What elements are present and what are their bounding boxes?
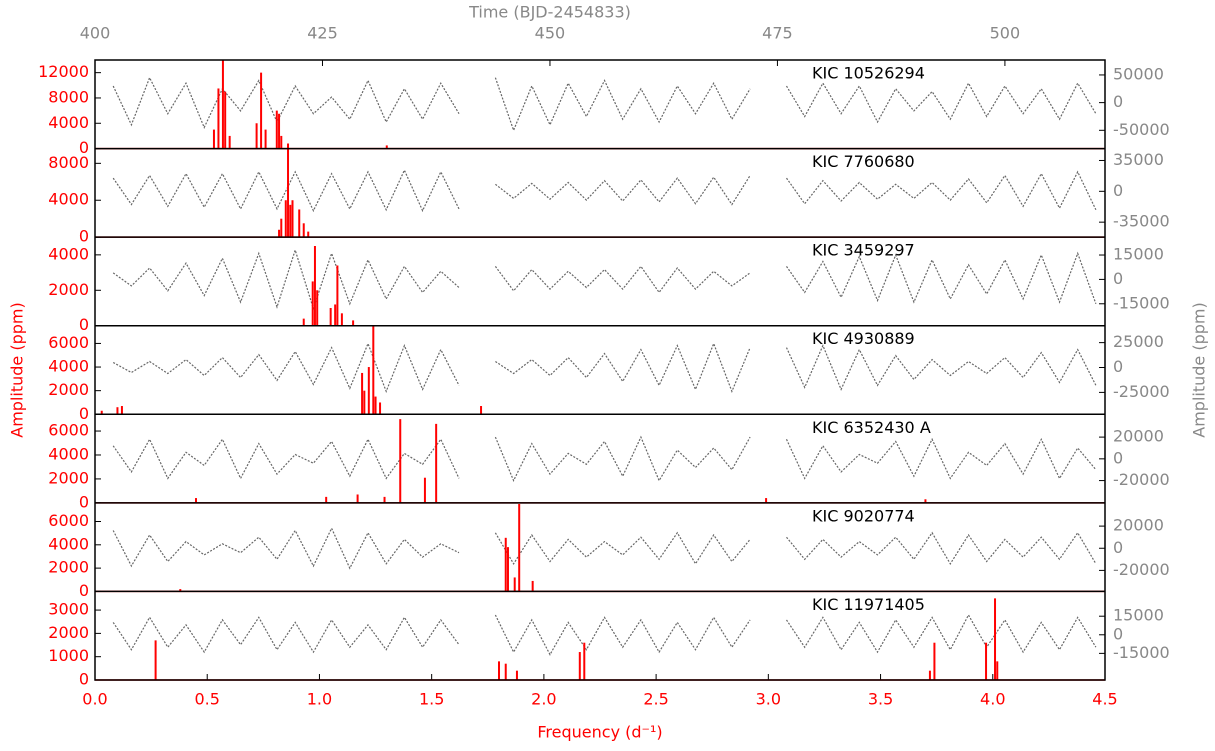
panel-label: KIC 3459297 <box>812 241 915 260</box>
x2-tick-label: 400 <box>80 24 111 43</box>
y-tick-label: 8000 <box>48 87 89 106</box>
y-tick-label: 6000 <box>48 333 89 352</box>
y-tick-label: 4000 <box>48 444 89 463</box>
y2-tick-label: -20000 <box>1113 470 1170 489</box>
x-axis-title: Frequency (d⁻¹) <box>537 723 662 742</box>
y-tick-label: 2000 <box>48 623 89 642</box>
y-tick-label: 0 <box>79 404 89 423</box>
x-tick-label: 0.5 <box>194 690 219 709</box>
x2-tick-label: 500 <box>990 24 1021 43</box>
y-tick-label: 0 <box>79 670 89 689</box>
y-axis-title: Amplitude (ppm) <box>8 302 27 437</box>
light-curve <box>112 76 1097 132</box>
light-curve <box>112 613 1097 656</box>
x-tick-label: 4.5 <box>1092 690 1117 709</box>
panel-label: KIC 4930889 <box>812 329 915 348</box>
y-tick-label: 0 <box>79 492 89 511</box>
y-tick-label: 4000 <box>48 244 89 263</box>
y2-tick-label: -50000 <box>1113 120 1170 139</box>
y-tick-label: 0 <box>79 227 89 246</box>
x-tick-label: 3.5 <box>868 690 893 709</box>
x-tick-label: 4.0 <box>980 690 1005 709</box>
y2-tick-label: -15000 <box>1113 293 1170 312</box>
x2-axis-title: Time (BJD-2454833) <box>468 3 631 22</box>
y2-tick-label: 0 <box>1113 357 1123 376</box>
y2-tick-label: 50000 <box>1113 64 1164 83</box>
x-tick-label: 2.0 <box>531 690 556 709</box>
y-tick-label: 4000 <box>48 190 89 209</box>
x-tick-label: 1.5 <box>419 690 444 709</box>
x-tick-label: 2.5 <box>643 690 668 709</box>
x2-tick-label: 425 <box>307 24 338 43</box>
x2-tick-label: 475 <box>762 24 793 43</box>
y2-axis-title: Amplitude (ppm) <box>1190 302 1209 437</box>
y-tick-label: 2000 <box>48 468 89 487</box>
y-tick-label: 4000 <box>48 534 89 553</box>
plot-frame <box>94 59 1106 681</box>
light-curve <box>112 248 1097 311</box>
y-tick-label: 0 <box>79 315 89 334</box>
panel-label: KIC 7760680 <box>812 152 915 171</box>
y-tick-label: 2000 <box>48 558 89 577</box>
light-curve <box>112 526 1097 570</box>
y2-tick-label: -35000 <box>1113 212 1170 231</box>
y-tick-label: 6000 <box>48 511 89 530</box>
y2-tick-label: 15000 <box>1113 245 1164 264</box>
y-tick-label: 2000 <box>48 280 89 299</box>
y-tick-label: 8000 <box>48 153 89 172</box>
y2-tick-label: 0 <box>1113 448 1123 467</box>
y-tick-label: 1000 <box>48 646 89 665</box>
panel-label: KIC 9020774 <box>812 506 915 525</box>
y-tick-label: 12000 <box>38 62 89 81</box>
panel-label: KIC 6352430 A <box>812 418 931 437</box>
y2-tick-label: 0 <box>1113 269 1123 288</box>
x-tick-label: 3.0 <box>756 690 781 709</box>
y2-tick-label: 20000 <box>1113 516 1164 535</box>
y-tick-label: 0 <box>79 138 89 157</box>
light-curve <box>112 341 1097 394</box>
y2-tick-label: 0 <box>1113 92 1123 111</box>
y2-tick-label: 20000 <box>1113 427 1164 446</box>
y-tick-label: 4000 <box>48 357 89 376</box>
y-tick-label: 3000 <box>48 600 89 619</box>
panel-label: KIC 11971405 <box>812 595 925 614</box>
x-tick-label: 1.0 <box>307 690 332 709</box>
panel-label: KIC 10526294 <box>812 64 925 83</box>
y2-tick-label: -20000 <box>1113 560 1170 579</box>
y2-tick-label: 0 <box>1113 624 1123 643</box>
y-tick-label: 4000 <box>48 113 89 132</box>
y2-tick-label: 0 <box>1113 181 1123 200</box>
light-curve <box>112 168 1097 213</box>
y2-tick-label: -25000 <box>1113 382 1170 401</box>
y2-tick-label: 0 <box>1113 538 1123 557</box>
x2-tick-label: 450 <box>535 24 566 43</box>
y2-tick-label: 15000 <box>1113 606 1164 625</box>
y2-tick-label: -15000 <box>1113 643 1170 662</box>
y-tick-label: 2000 <box>48 380 89 399</box>
x-tick-label: 0.0 <box>82 690 107 709</box>
light-curve <box>112 435 1097 483</box>
y-tick-label: 6000 <box>48 421 89 440</box>
y-tick-label: 0 <box>79 581 89 600</box>
y2-tick-label: 25000 <box>1113 332 1164 351</box>
y2-tick-label: 35000 <box>1113 150 1164 169</box>
